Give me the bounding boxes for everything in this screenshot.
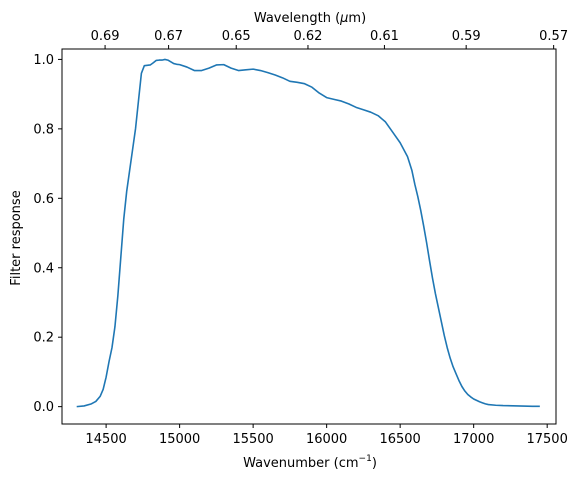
y-tick-label: 0.4 <box>33 261 54 276</box>
x-tick-label: 16000 <box>306 432 347 447</box>
series-line-0 <box>76 58 540 408</box>
x-tick-label: 15000 <box>159 432 200 447</box>
plot-area <box>61 48 557 425</box>
x-tick-label: 16500 <box>379 432 420 447</box>
x-tick-label: 17500 <box>526 432 567 447</box>
top-x-ticks: 0.69 0.67 0.65 0.62 0.61 0.59 0.57 <box>91 29 568 49</box>
top-x-tick-label: 0.62 <box>293 29 322 44</box>
y-tick-label: 0.0 <box>33 400 54 415</box>
top-x-tick-label: 0.67 <box>154 29 183 44</box>
y-tick-label: 0.2 <box>33 331 54 346</box>
top-x-tick-label: 0.59 <box>452 29 481 44</box>
left-y-ticks: 0.0 0.2 0.4 0.6 0.8 1.0 <box>33 53 62 415</box>
x-tick-label: 14500 <box>85 432 126 447</box>
top-x-tick-label: 0.57 <box>539 29 568 44</box>
y-tick-label: 0.6 <box>33 192 54 207</box>
x-axis-label: Wavenumber (cm−1) <box>243 454 377 471</box>
top-x-tick-label: 0.65 <box>222 29 251 44</box>
y-axis-label: Filter response <box>9 190 24 285</box>
top-x-axis-label: Wavelength (μm) <box>254 11 366 26</box>
y-tick-label: 1.0 <box>33 53 54 68</box>
x-tick-label: 15500 <box>232 432 273 447</box>
top-x-tick-label: 0.61 <box>370 29 399 44</box>
x-tick-label: 17000 <box>453 432 494 447</box>
bottom-x-ticks: 14500 15000 15500 16000 16500 17000 17500 <box>85 424 568 447</box>
top-x-tick-label: 0.69 <box>91 29 120 44</box>
y-tick-label: 0.8 <box>33 122 54 137</box>
plot-frame <box>61 48 557 425</box>
